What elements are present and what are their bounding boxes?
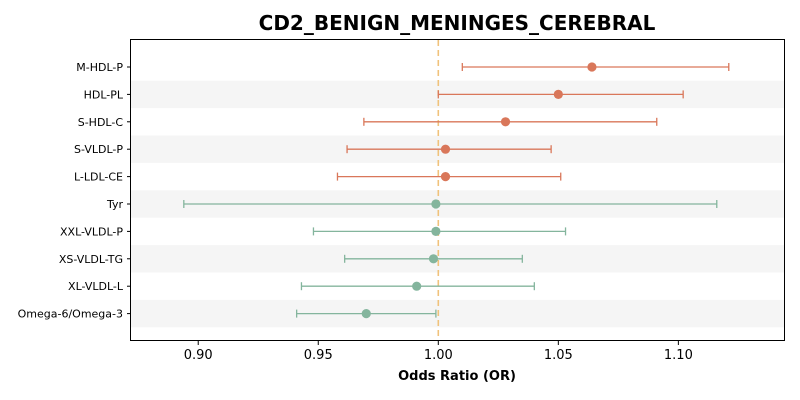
y-tick-label: L-LDL-CE: [74, 171, 123, 184]
or-point: [431, 226, 441, 236]
y-axis: M-HDL-P HDL-PL S-HDL-C S-VLDL-P L-LDL-CE Tyr X…: [18, 61, 131, 321]
y-tick-label: XS-VLDL-TG: [59, 253, 123, 266]
or-point: [412, 281, 422, 291]
y-tick-label: M-HDL-P: [76, 61, 123, 74]
y-tick-label: XXL-VLDL-P: [60, 225, 123, 238]
y-tick-label: Tyr: [106, 198, 124, 211]
x-axis-label: Odds Ratio (OR): [398, 369, 516, 384]
y-tick-label: XL-VLDL-L: [68, 280, 124, 293]
x-axis: 0.90 0.95 1.00 1.05 1.10: [184, 340, 693, 363]
y-tick-label: HDL-PL: [84, 88, 124, 101]
or-point: [431, 199, 441, 209]
x-tick-label: 0.95: [304, 348, 333, 363]
or-point: [440, 172, 451, 182]
or-point: [361, 309, 371, 319]
or-point: [500, 117, 511, 127]
or-point: [440, 144, 451, 154]
x-tick-label: 1.10: [664, 348, 693, 363]
y-tick-label: S-VLDL-P: [74, 143, 123, 156]
x-tick-label: 0.90: [184, 348, 213, 363]
data-marks: [183, 62, 730, 319]
y-tick-label: S-HDL-C: [78, 116, 124, 129]
chart-title: CD2_BENIGN_MENINGES_CEREBRAL: [259, 11, 656, 35]
plot-frame: [130, 39, 785, 341]
row-band: [131, 299, 784, 328]
x-tick-label: 1.00: [424, 348, 453, 363]
or-point: [428, 254, 439, 264]
or-point: [587, 62, 597, 72]
or-point: [553, 89, 563, 99]
x-tick-label: 1.05: [544, 348, 573, 363]
y-tick-label: Omega-6/Omega-3: [18, 308, 123, 321]
